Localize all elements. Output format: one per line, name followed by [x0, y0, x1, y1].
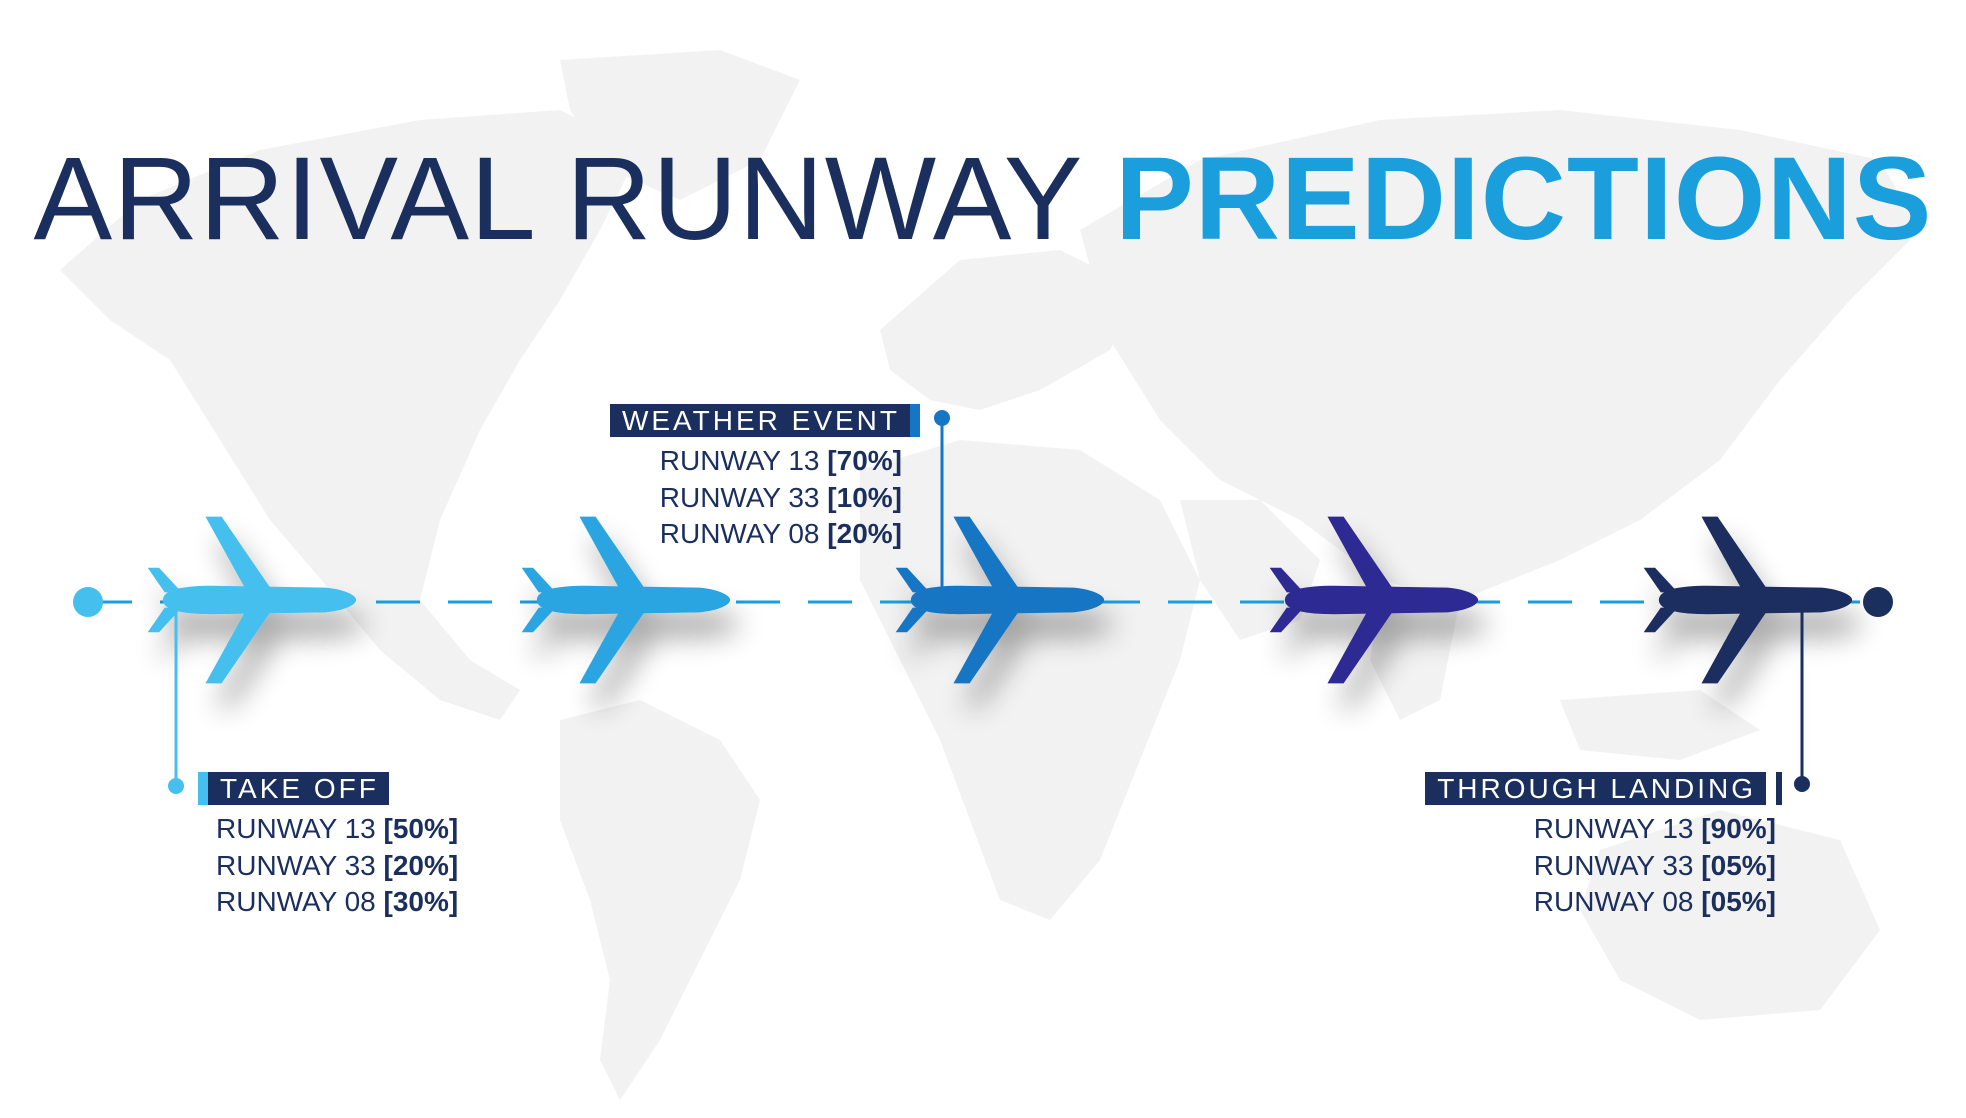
stage-label: TAKE OFF: [220, 773, 379, 804]
path-end-dot: [1863, 587, 1893, 617]
airplane-icon: [147, 516, 357, 684]
runway-prob: [05%]: [1701, 849, 1776, 881]
stage-badge: WEATHER EVENT: [609, 404, 920, 437]
runway-row: RUNWAY 33 [05%]: [1425, 848, 1776, 885]
landing-panel: THROUGH LANDING RUNWAY 13 [90%] RUNWAY 3…: [1425, 772, 1776, 921]
runway-prob: [10%]: [827, 481, 902, 513]
takeoff-panel: TAKE OFF RUNWAY 13 [50%] RUNWAY 33 [20%]…: [198, 772, 458, 921]
airplane-icon: [1643, 516, 1853, 684]
weather-connector-dot: [934, 410, 950, 426]
runway-prob: [05%]: [1701, 886, 1776, 917]
runway-row: RUNWAY 08 [05%]: [1425, 884, 1776, 921]
title-part1: ARRIVAL RUNWAY: [33, 133, 1082, 265]
stage-badge: TAKE OFF: [198, 772, 389, 805]
runway-row: RUNWAY 33 [20%]: [216, 848, 458, 885]
runway-row: RUNWAY 33 [10%]: [610, 480, 902, 517]
runway-name: RUNWAY 33: [1533, 849, 1694, 881]
runway-name: RUNWAY 13: [659, 445, 820, 476]
page-title: ARRIVAL RUNWAY PREDICTIONS: [0, 140, 1966, 258]
title-part2: PREDICTIONS: [1115, 133, 1933, 265]
stage-badge: THROUGH LANDING: [1425, 772, 1776, 805]
runway-prob: [70%]: [827, 445, 902, 476]
runway-row: RUNWAY 13 [70%]: [610, 443, 902, 480]
path-start-dot: [73, 587, 103, 617]
airplane-icon: [895, 516, 1105, 684]
runway-prob: [30%]: [383, 886, 459, 917]
runway-name: RUNWAY 13: [216, 813, 376, 844]
airplane-icon: [1269, 516, 1479, 684]
runway-prob: [20%]: [383, 849, 459, 881]
weather-event-panel: WEATHER EVENT RUNWAY 13 [70%] RUNWAY 33 …: [609, 404, 920, 553]
runway-name: RUNWAY 08: [659, 518, 820, 549]
runway-row: RUNWAY 13 [90%]: [1425, 811, 1776, 848]
runway-row: RUNWAY 08 [30%]: [216, 884, 458, 921]
runway-prob: [20%]: [827, 518, 902, 549]
runway-name: RUNWAY 13: [1533, 813, 1694, 844]
landing-connector-dot: [1794, 776, 1810, 792]
stage-label: WEATHER EVENT: [621, 405, 900, 436]
stage-label: THROUGH LANDING: [1437, 773, 1756, 804]
runway-name: RUNWAY 33: [216, 849, 376, 881]
runway-name: RUNWAY 08: [216, 886, 376, 917]
takeoff-connector-dot: [168, 778, 184, 794]
runway-prob: [90%]: [1701, 813, 1776, 844]
runway-row: RUNWAY 13 [50%]: [216, 811, 458, 848]
runway-row: RUNWAY 08 [20%]: [610, 516, 902, 553]
runway-prob: [50%]: [383, 813, 459, 844]
runway-name: RUNWAY 33: [659, 481, 820, 513]
runway-name: RUNWAY 08: [1533, 886, 1694, 917]
